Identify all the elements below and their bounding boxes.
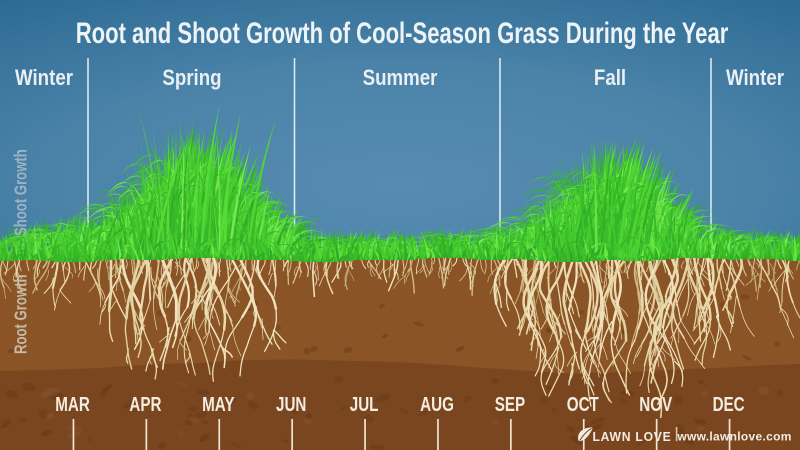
svg-text:APR: APR [129,393,161,416]
svg-text:Winter: Winter [15,67,73,91]
svg-text:Winter: Winter [726,67,784,91]
svg-text:LAWN LOVE: LAWN LOVE [592,430,671,444]
svg-text:SEP: SEP [495,393,526,416]
svg-text:Root Growth: Root Growth [12,274,31,354]
svg-text:Spring: Spring [162,67,221,91]
svg-text:Root and Shoot Growth of Cool-: Root and Shoot Growth of Cool-Season Gra… [76,16,729,50]
svg-text:Fall: Fall [594,67,626,91]
svg-text:DEC: DEC [713,393,745,416]
svg-text:www.lawnlove.com: www.lawnlove.com [676,430,791,444]
svg-text:AUG: AUG [420,393,454,416]
svg-text:Shoot Growth: Shoot Growth [12,149,31,236]
svg-text:MAR: MAR [55,393,90,416]
svg-text:JUN: JUN [276,393,306,416]
svg-text:Summer: Summer [363,67,438,91]
svg-text:JUL: JUL [350,393,379,416]
svg-text:NOV: NOV [639,393,672,416]
svg-text:OCT: OCT [567,393,599,416]
svg-text:MAY: MAY [202,393,234,416]
